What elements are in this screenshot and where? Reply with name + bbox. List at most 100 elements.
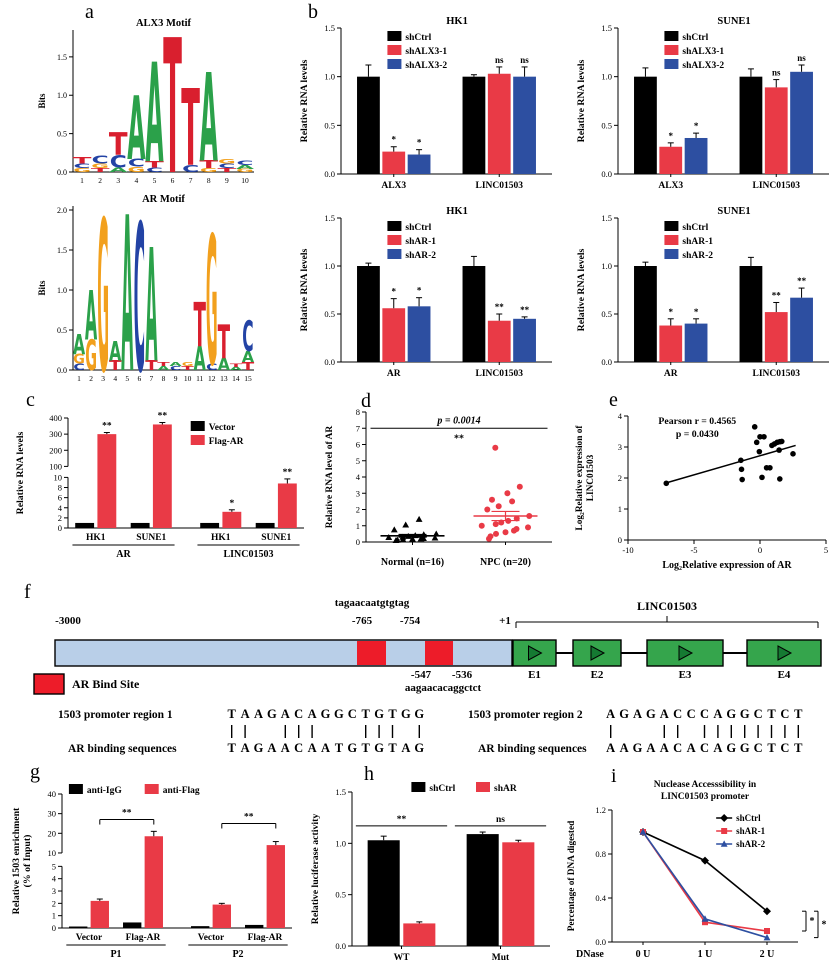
svg-text:shCtrl: shCtrl xyxy=(405,223,431,233)
svg-text:A: A xyxy=(194,341,206,379)
svg-text:6: 6 xyxy=(137,374,141,383)
svg-text:+1: +1 xyxy=(499,615,511,627)
svg-text:A: A xyxy=(109,167,128,174)
svg-text:0.5: 0.5 xyxy=(57,326,67,335)
svg-text:6: 6 xyxy=(58,493,62,503)
svg-text:0.5: 0.5 xyxy=(324,309,335,319)
svg-text:C: C xyxy=(134,192,145,390)
svg-text:Relative RNA levels: Relative RNA levels xyxy=(576,248,587,331)
svg-text:G: G xyxy=(200,167,218,173)
svg-text:*: * xyxy=(810,916,815,927)
svg-text:G: G xyxy=(347,741,357,755)
svg-text:3: 3 xyxy=(52,886,56,896)
svg-text:1.5: 1.5 xyxy=(335,787,346,797)
svg-text:0.0: 0.0 xyxy=(335,941,346,951)
svg-text:-765: -765 xyxy=(352,615,373,627)
svg-text:P1: P1 xyxy=(110,949,121,960)
svg-text:A: A xyxy=(606,707,615,721)
svg-text:T: T xyxy=(767,707,776,721)
panel-label-i: i xyxy=(611,765,617,787)
svg-text:A: A xyxy=(121,192,133,390)
svg-text:200: 200 xyxy=(49,445,62,455)
svg-text:Relative 1503 enrichment: Relative 1503 enrichment xyxy=(11,807,22,914)
svg-text:HK1: HK1 xyxy=(211,533,231,543)
svg-text:*: * xyxy=(417,286,422,296)
svg-text:G: G xyxy=(414,707,424,721)
svg-text:C: C xyxy=(218,163,235,170)
svg-text:1.5: 1.5 xyxy=(324,23,335,33)
svg-text:8: 8 xyxy=(356,407,360,417)
svg-text:A: A xyxy=(242,348,254,366)
svg-text:G: G xyxy=(726,741,736,755)
svg-text:anti-IgG: anti-IgG xyxy=(87,786,122,796)
svg-text:LINC01503: LINC01503 xyxy=(637,599,697,613)
svg-text:*: * xyxy=(669,307,674,317)
svg-text:**: ** xyxy=(797,276,807,286)
svg-text:9: 9 xyxy=(174,374,178,383)
svg-text:**: ** xyxy=(772,290,782,300)
svg-text:shALX3-1: shALX3-1 xyxy=(405,47,447,57)
svg-text:shAR-2: shAR-2 xyxy=(682,251,713,261)
svg-text:SUNE1: SUNE1 xyxy=(261,533,291,543)
svg-text:Flag-AR: Flag-AR xyxy=(126,933,161,943)
svg-text:LINC01503: LINC01503 xyxy=(586,454,596,501)
svg-text:0.0: 0.0 xyxy=(601,169,612,179)
svg-text:A: A xyxy=(281,741,290,755)
svg-text:30: 30 xyxy=(48,809,57,819)
svg-text:(% of Input): (% of Input) xyxy=(22,835,33,888)
svg-text:AR binding sequences: AR binding sequences xyxy=(68,743,177,755)
panel-label-d: d xyxy=(361,390,371,412)
svg-text:Pearson r = 0.4565: Pearson r = 0.4565 xyxy=(658,416,736,427)
svg-text:G: G xyxy=(218,158,236,166)
svg-text:0.0: 0.0 xyxy=(324,169,335,179)
svg-text:5: 5 xyxy=(125,374,129,383)
svg-text:C: C xyxy=(146,166,163,173)
svg-text:Percentage of DNA digested: Percentage of DNA digested xyxy=(567,820,577,931)
svg-text:4: 4 xyxy=(618,411,623,421)
svg-text:2 U: 2 U xyxy=(760,949,775,960)
svg-text:**: ** xyxy=(520,305,530,315)
svg-text:A: A xyxy=(145,217,157,390)
svg-text:C: C xyxy=(348,707,357,721)
svg-text:1503 promoter region 1: 1503 promoter region 1 xyxy=(58,709,173,721)
svg-text:T: T xyxy=(181,69,200,191)
svg-text:0.0: 0.0 xyxy=(324,357,335,367)
svg-text:3: 3 xyxy=(101,374,105,383)
svg-text:G: G xyxy=(633,741,643,755)
svg-text:A: A xyxy=(241,741,250,755)
svg-text:AR binding sequences: AR binding sequences xyxy=(478,743,587,755)
svg-text:HK1: HK1 xyxy=(446,16,468,27)
panel-label-g: g xyxy=(30,761,40,783)
panel-label-c: c xyxy=(26,389,35,411)
svg-text:G: G xyxy=(374,707,384,721)
svg-text:0: 0 xyxy=(58,523,62,533)
svg-text:1.0: 1.0 xyxy=(324,72,335,82)
svg-text:SUNE1: SUNE1 xyxy=(717,16,750,27)
bar-sune1-shalx3: 0.0 0.5 1.0 1.5 Relative RNA levels SUNE1 ALX3… xyxy=(572,12,837,202)
svg-text:ns: ns xyxy=(496,815,505,825)
svg-text:300: 300 xyxy=(49,429,62,439)
svg-text:C: C xyxy=(294,707,303,721)
svg-text:G: G xyxy=(619,707,629,721)
svg-text:**: ** xyxy=(158,412,168,422)
svg-text:G: G xyxy=(374,741,384,755)
svg-text:3: 3 xyxy=(356,488,360,498)
svg-text:Mut: Mut xyxy=(492,953,510,963)
svg-text:ns: ns xyxy=(772,68,781,78)
svg-text:LINC01503: LINC01503 xyxy=(475,369,523,379)
svg-text:A: A xyxy=(145,36,163,192)
svg-text:ns: ns xyxy=(495,55,504,65)
svg-text:G: G xyxy=(740,707,750,721)
panel-label-a: a xyxy=(85,1,94,23)
svg-text:C: C xyxy=(673,707,682,721)
svg-text:T: T xyxy=(218,167,237,173)
svg-text:G: G xyxy=(401,707,411,721)
svg-text:LINC01503: LINC01503 xyxy=(752,369,800,379)
svg-text:shAR-1: shAR-1 xyxy=(736,826,766,836)
svg-text:0: 0 xyxy=(618,535,622,545)
svg-text:DNase: DNase xyxy=(576,949,604,960)
svg-text:-547: -547 xyxy=(411,669,432,681)
alx3-motif-logo: 0.0 0.5 1.0 1.5 Bits ALX3 Motif G C T 1 T G C 2 A C T 3 G C… xyxy=(35,16,260,192)
svg-text:3: 3 xyxy=(116,176,120,185)
